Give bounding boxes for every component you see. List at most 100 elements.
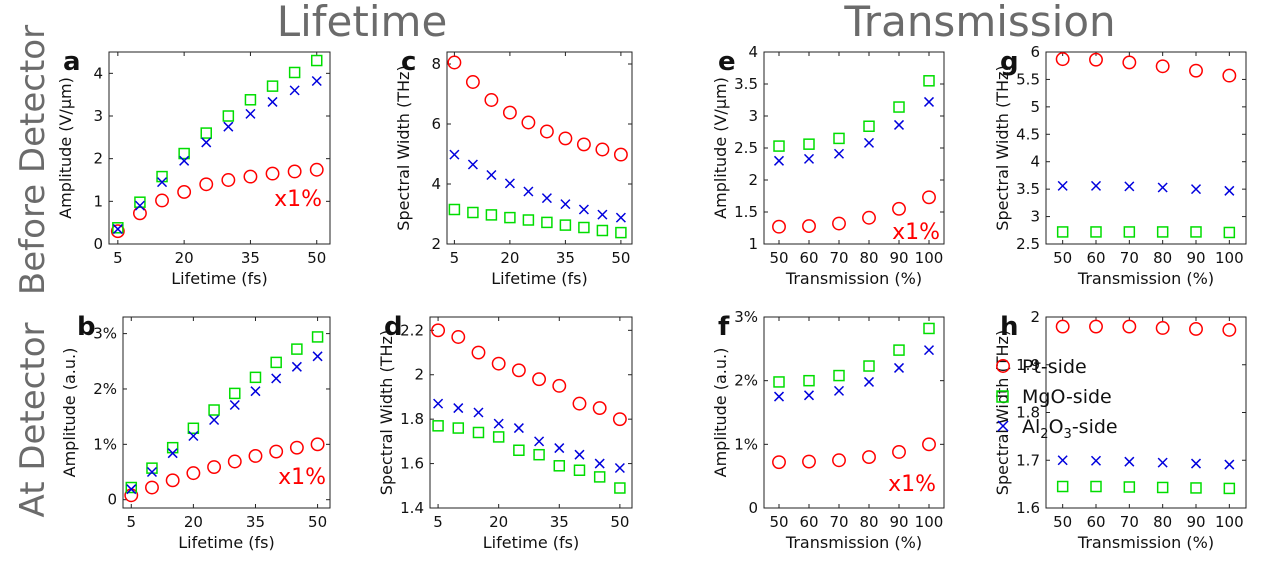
point-mgo-side [310,54,323,67]
legend-marker-al2o3 [997,420,1009,432]
point-al2o3-side [863,376,875,387]
point-mgo-side [156,170,168,183]
x-tick-label: 50 [610,513,629,531]
point-pt-side [1189,63,1203,78]
point-al2o3-side [893,362,905,373]
point-pt-side [1089,52,1103,67]
y-tick-label: 1 [748,235,758,253]
y-tick-label: 1% [734,435,758,453]
x-tick-label: 100 [1215,249,1244,267]
scale-annotation: x1% [888,472,936,497]
y-tick-label: 2.5 [734,139,758,157]
point-al2o3-side [134,200,145,211]
point-pt-side [832,216,846,231]
point-pt-side [558,131,573,146]
point-al2o3-side [923,345,935,356]
point-al2o3-side [267,96,278,107]
point-pt-side [221,173,236,187]
point-al2o3-side [245,108,256,119]
legend-al2o3-part-3: -side [1072,416,1118,438]
point-pt-side [592,401,607,416]
point-al2o3-side [803,390,815,401]
x-tick-label: 20 [175,249,194,267]
point-al2o3-side [209,414,220,426]
y-tick-label: 8 [431,55,441,73]
point-mgo-side [311,331,324,343]
point-pt-side [1189,321,1203,336]
point-al2o3-side [188,430,199,442]
y-axis-label: Amplitude (a.u.) [711,348,730,478]
point-mgo-side [288,66,301,79]
point-al2o3-side [833,148,845,159]
x-tick-label: 60 [799,513,818,531]
point-pt-side [1155,59,1170,74]
point-pt-side [309,162,324,177]
x-tick-label: 20 [489,513,508,531]
point-al2o3-side [773,391,785,402]
point-mgo-side [614,482,626,494]
y-tick-label: 3.5 [734,75,758,93]
point-mgo-side [863,360,875,372]
y-tick-label: 0 [748,499,758,517]
point-al2o3-side [541,193,552,204]
plot-frame-e [763,51,945,245]
x-axis-label: Lifetime (fs) [171,269,268,288]
y-tick-label: 1% [93,435,117,453]
point-pt-side [612,412,627,427]
point-pt-side [177,184,192,199]
point-pt-side [892,445,906,459]
x-tick-label: 50 [611,249,630,267]
point-pt-side [289,440,304,455]
point-al2o3-side [504,178,515,189]
y-tick-label: 3% [734,308,758,326]
x-axis-label: Transmission (%) [785,269,922,288]
y-tick-label: 1.6 [400,455,424,473]
point-al2o3-side [554,443,565,454]
point-al2o3-side [1157,457,1168,468]
point-mgo-side [573,464,586,476]
point-pt-side [772,219,786,234]
y-axis-label: Spectral Width (THz) [394,65,413,230]
panel-letter: f [718,312,730,342]
x-tick-label: 35 [241,249,260,267]
x-tick-label: 5 [113,249,123,267]
y-tick-label: 0 [93,235,103,253]
point-al2o3-side [513,423,524,434]
point-al2o3-side [773,155,785,166]
section-title-transmission: Transmission [843,0,1115,46]
point-pt-side [447,55,462,70]
point-pt-side [862,210,876,225]
y-tick-label: 2 [1030,308,1040,326]
point-pt-side [862,450,876,465]
x-tick-label: 70 [829,513,848,531]
x-axis-label: Transmission (%) [1077,533,1214,552]
point-mgo-side [125,481,138,494]
x-tick-label: 60 [1086,513,1105,531]
point-mgo-side [222,110,235,122]
point-al2o3-side [1057,455,1068,466]
x-tick-label: 50 [308,513,327,531]
point-mgo-side [923,75,935,87]
point-al2o3-side [201,137,212,148]
point-pt-side [922,437,936,452]
point-mgo-side [893,101,905,113]
point-pt-side [1089,319,1103,334]
point-pt-side [165,473,180,488]
point-mgo-side [773,140,785,152]
point-mgo-side [803,374,815,387]
y-tick-label: 5.5 [1016,70,1040,88]
x-tick-label: 20 [184,513,203,531]
point-mgo-side [803,138,815,150]
point-mgo-side [833,369,845,382]
y-tick-label: 4 [1030,153,1040,171]
point-pt-side [572,396,587,411]
y-tick-label: 2 [93,150,103,168]
point-al2o3-side [112,224,123,235]
x-tick-label: 70 [1120,249,1139,267]
panel-letter: h [1000,312,1019,342]
point-pt-side [465,75,480,89]
point-pt-side [1055,52,1070,67]
point-al2o3-side [126,484,137,495]
panel-e: 50 60 70 80 90 100 1 1.5 2 2.5 3 3.5 4 Transmission (… [711,43,945,288]
y-axis-label: Spectral Width (THz) [377,330,396,495]
